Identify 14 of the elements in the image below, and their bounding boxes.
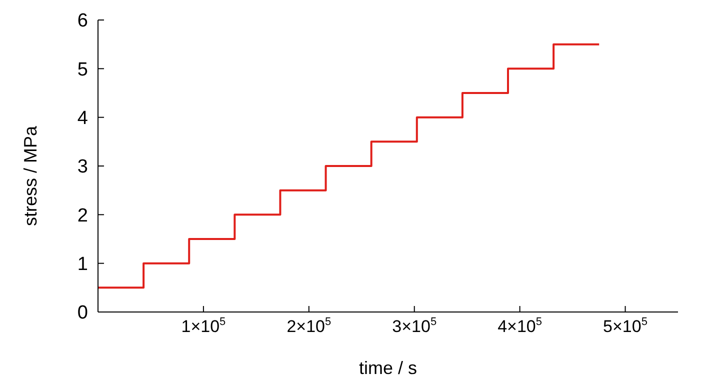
y-tick-label: 3 — [77, 156, 88, 178]
x-tick-label: 3×10$^{5}$ — [392, 316, 437, 336]
y-tick-label: 6 — [77, 10, 88, 32]
y-axis-title: stress / MPa — [20, 124, 40, 226]
y-tick-label: 5 — [77, 59, 88, 80]
x-tick-label: 1×10$^{5}$ — [181, 316, 226, 336]
x-tick-label: 2×10$^{5}$ — [286, 316, 332, 336]
y-tick-label: 4 — [77, 108, 88, 130]
x-tick-label: 5×10$^{5}$ — [603, 316, 648, 336]
y-tick-label: 0 — [77, 302, 88, 324]
x-tick-label: 4×10$^{5}$ — [498, 316, 542, 336]
y-tick-label: 2 — [77, 205, 88, 226]
y-tick-label: 1 — [77, 254, 88, 276]
x-axis-title: time / s — [358, 358, 418, 378]
